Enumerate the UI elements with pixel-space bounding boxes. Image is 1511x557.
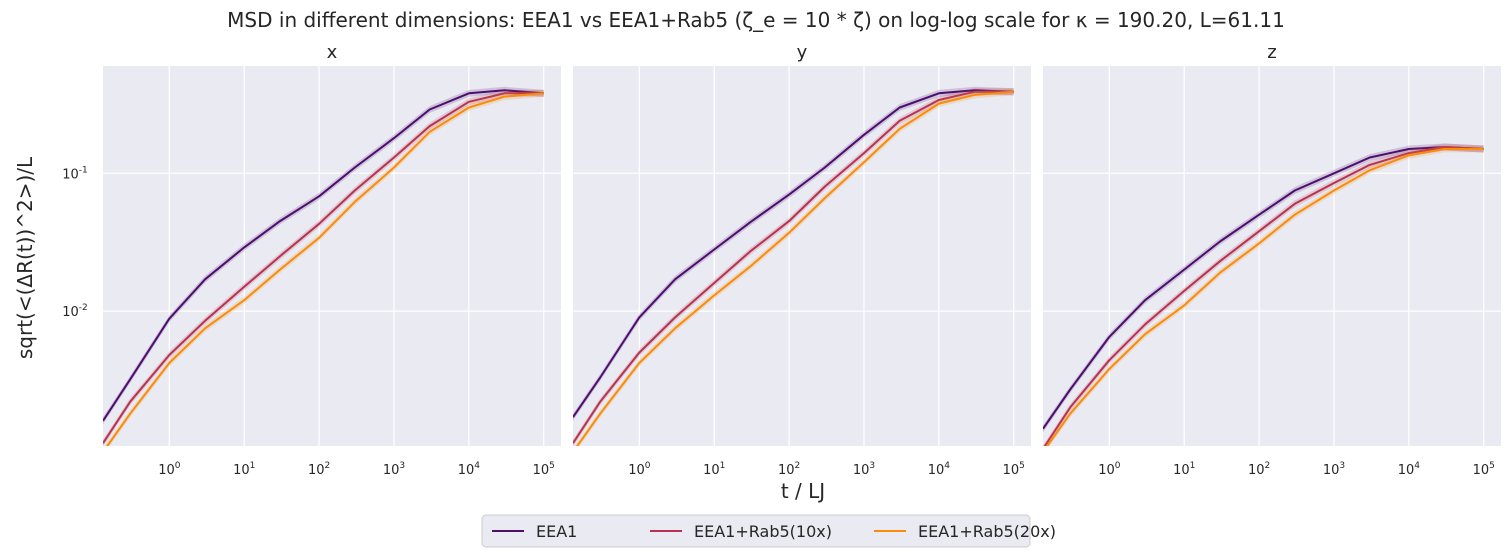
legend-label: EEA1	[536, 522, 577, 541]
plot-background	[103, 66, 561, 446]
y-axis-label: sqrt(<(ΔR(t))^2>)/L	[13, 156, 37, 359]
series-group	[573, 86, 1014, 446]
series-group	[103, 86, 544, 446]
legend-label: EEA1+Rab5(10x)	[694, 522, 832, 541]
x-tick-label: 101	[1173, 461, 1195, 478]
series-line	[1046, 148, 1484, 446]
x-tick-label: 105	[1003, 461, 1025, 478]
legend: EEA1 EEA1+Rab5(10x) EEA1+Rab5(20x)	[481, 514, 1056, 548]
x-tick-label: 101	[233, 461, 255, 478]
panel-title: y	[797, 42, 808, 63]
plot-background	[1043, 66, 1501, 446]
plot-background	[573, 66, 1031, 446]
y-tick-label: 10-2	[62, 303, 88, 320]
x-tick-label: 102	[308, 461, 330, 478]
series-line	[573, 89, 1014, 418]
x-tick-label: 105	[1473, 461, 1495, 478]
x-tick-label: 101	[703, 461, 725, 478]
series-group	[1043, 143, 1484, 446]
panel-title: z	[1267, 42, 1276, 63]
legend-label: EEA1+Rab5(20x)	[918, 522, 1056, 541]
x-tick-label: 105	[533, 461, 555, 478]
x-tick-label: 103	[383, 461, 405, 478]
series-line	[1043, 146, 1484, 430]
chart-title: MSD in different dimensions: EEA1 vs EEA…	[227, 8, 1285, 32]
panel-title: x	[327, 42, 338, 63]
series-line	[1043, 146, 1484, 446]
series-line	[103, 92, 544, 444]
x-tick-label: 100	[158, 461, 181, 478]
panel-y: 100 101 102 103 104 105 y	[573, 42, 1031, 478]
legend-item: EEA1+Rab5(20x)	[874, 522, 1056, 541]
panel-x: 100 101 102 103 104 105 10-2 10-1 x	[62, 42, 561, 478]
x-tick-label: 100	[628, 461, 651, 478]
x-tick-label: 100	[1098, 461, 1121, 478]
x-tick-label: 103	[1323, 461, 1345, 478]
panel-z: 100 101 102 103 104 105 z	[1043, 42, 1501, 478]
x-tick-label: 104	[928, 461, 951, 478]
x-tick-label: 104	[458, 461, 481, 478]
x-tick-label: 103	[853, 461, 875, 478]
series-line	[573, 90, 1014, 444]
legend-item: EEA1+Rab5(10x)	[650, 522, 832, 541]
x-tick-label: 102	[1248, 461, 1270, 478]
series-line	[106, 92, 544, 446]
series-line	[103, 89, 544, 422]
y-tick-label: 10-1	[62, 165, 88, 182]
legend-box	[481, 514, 1031, 548]
x-tick-label: 102	[778, 461, 800, 478]
x-axis-label: t / LJ	[781, 479, 825, 503]
series-line	[576, 90, 1014, 446]
legend-item: EEA1	[492, 522, 577, 541]
y-axis-label-text: sqrt(<(ΔR(t))^2>)/L	[13, 156, 37, 359]
x-tick-label: 104	[1398, 461, 1421, 478]
